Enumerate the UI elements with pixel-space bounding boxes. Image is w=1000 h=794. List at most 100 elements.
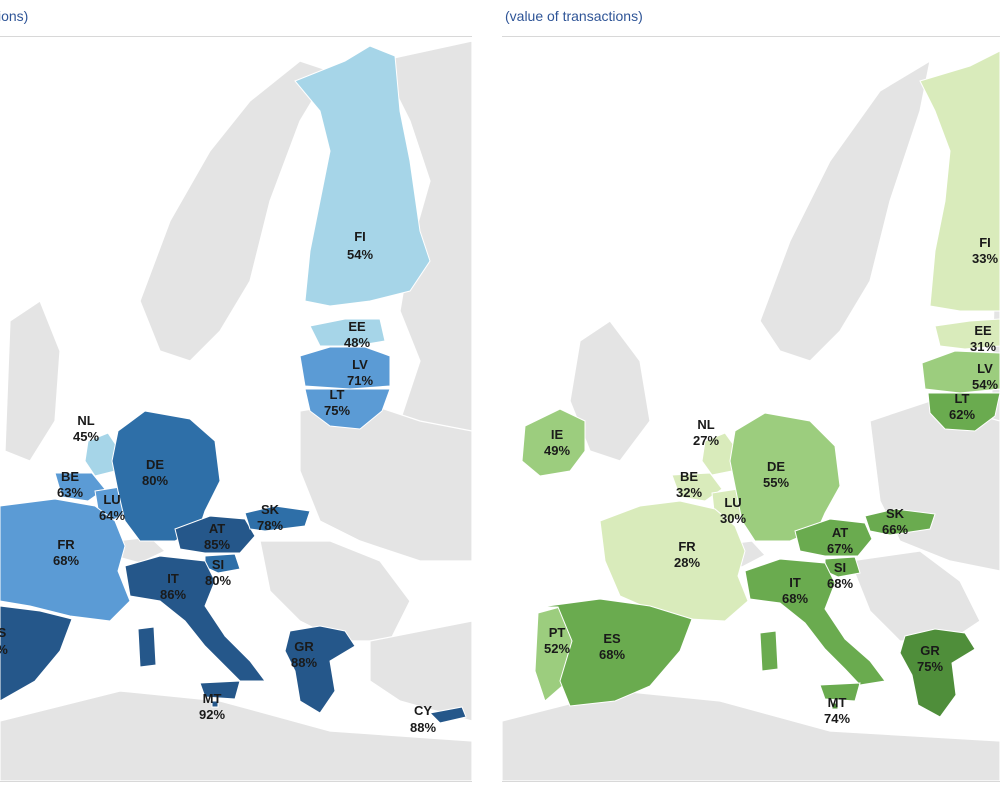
label-nl-code: NL xyxy=(77,413,94,428)
country-es xyxy=(539,598,693,707)
label-nl-code: NL xyxy=(697,417,714,432)
label-mt-value: 92% xyxy=(199,707,225,722)
label-it-value: 68% xyxy=(782,591,808,606)
country-at xyxy=(174,515,256,554)
country-lt xyxy=(927,392,1000,432)
country-at xyxy=(794,518,873,557)
label-it-value: 86% xyxy=(160,587,186,602)
label-gr-value: 88% xyxy=(291,655,317,670)
label-lu-code: LU xyxy=(724,495,741,510)
label-es-value: 68% xyxy=(599,647,625,662)
label-pt-value: 52% xyxy=(544,641,570,656)
label-it-code: IT xyxy=(789,575,801,590)
land-eastern-europe xyxy=(299,400,472,562)
land-scandinavia-r xyxy=(759,59,931,362)
label-lv-code: LV xyxy=(977,361,993,376)
label-fi-code: FI xyxy=(979,235,991,250)
label-nl-value: 45% xyxy=(73,429,99,444)
label-ie-value: 49% xyxy=(544,443,570,458)
country-lv xyxy=(921,350,1000,394)
label-gr-code: GR xyxy=(294,639,314,654)
label-gr-value: 75% xyxy=(917,659,943,674)
label-fr-value: 28% xyxy=(674,555,700,570)
land-north-africa-r xyxy=(502,690,1000,781)
country-gr xyxy=(899,628,976,718)
label-de-code: DE xyxy=(146,457,164,472)
country-mt xyxy=(831,702,839,710)
label-fi-value: 33% xyxy=(972,251,998,266)
left-panel-title: ions) xyxy=(0,8,29,24)
label-lv-value: 54% xyxy=(972,377,998,392)
country-it-sardinia xyxy=(137,626,157,668)
label-es-partial-code: S xyxy=(0,625,7,640)
right-map: FI 33% EE 31% LV 54% LT 62% NL 27% IE 49… xyxy=(502,36,1000,782)
label-mt-code: MT xyxy=(828,695,847,710)
label-ee-value: 48% xyxy=(344,335,370,350)
label-lt-code: LT xyxy=(330,387,345,402)
country-fi xyxy=(294,45,431,307)
label-lv-code: LV xyxy=(352,357,368,372)
label-mt-value: 74% xyxy=(824,711,850,726)
land-balkans xyxy=(259,540,411,642)
left-countries xyxy=(0,45,467,724)
label-be-code: BE xyxy=(680,469,698,484)
label-sk-value: 66% xyxy=(882,522,908,537)
label-ee-code: EE xyxy=(974,323,992,338)
label-fr-code: FR xyxy=(57,537,75,552)
right-labels: FI 33% EE 31% LV 54% LT 62% NL 27% IE 49… xyxy=(544,235,998,726)
label-it-code: IT xyxy=(167,571,179,586)
country-it-sicily xyxy=(199,680,241,700)
country-es xyxy=(0,605,73,702)
country-ee xyxy=(309,318,386,347)
label-ee-code: EE xyxy=(348,319,366,334)
label-pt-code: PT xyxy=(549,625,566,640)
label-lu-value: 64% xyxy=(99,508,125,523)
country-fr xyxy=(0,498,131,622)
left-labels: FI 54% EE 48% LV 71% LT 75% NL 45% BE 63… xyxy=(0,229,436,735)
country-it xyxy=(124,555,266,682)
label-de-code: DE xyxy=(767,459,785,474)
label-nl-value: 27% xyxy=(693,433,719,448)
label-at-value: 85% xyxy=(204,537,230,552)
country-lv xyxy=(299,346,391,390)
label-lv-value: 71% xyxy=(347,373,373,388)
country-it-sardinia xyxy=(759,630,779,672)
label-lt-value: 62% xyxy=(949,407,975,422)
label-si-code: SI xyxy=(212,557,224,572)
country-fr xyxy=(599,500,749,622)
label-fi-code: FI xyxy=(354,229,366,244)
label-sk-value: 78% xyxy=(257,518,283,533)
label-lu-value: 30% xyxy=(720,511,746,526)
label-fr-code: FR xyxy=(678,539,696,554)
label-de-value: 80% xyxy=(142,473,168,488)
land-scandinavia xyxy=(139,60,331,362)
land-turkey xyxy=(369,620,472,722)
country-gr xyxy=(284,625,356,714)
label-sk-code: SK xyxy=(261,502,280,517)
country-fi xyxy=(919,50,1000,312)
land-north-africa xyxy=(0,690,472,781)
label-at-value: 67% xyxy=(827,541,853,556)
country-lt xyxy=(304,388,391,430)
left-map-svg: FI 54% EE 48% LV 71% LT 75% NL 45% BE 63… xyxy=(0,40,472,781)
country-it-sicily xyxy=(819,682,861,702)
land-uk-r xyxy=(569,320,651,462)
label-at-code: AT xyxy=(832,525,848,540)
label-ie-code: IE xyxy=(551,427,564,442)
label-gr-code: GR xyxy=(920,643,940,658)
label-at-code: AT xyxy=(209,521,225,536)
land-uk xyxy=(4,300,61,462)
country-cy xyxy=(428,706,467,724)
label-lu-code: LU xyxy=(103,492,120,507)
label-mt-code: MT xyxy=(203,691,222,706)
label-cy-value: 88% xyxy=(410,720,436,735)
label-sk-code: SK xyxy=(886,506,905,521)
right-countries xyxy=(521,50,1000,718)
label-fi-value: 54% xyxy=(347,247,373,262)
country-it xyxy=(744,558,886,686)
label-be-value: 63% xyxy=(57,485,83,500)
label-si-value: 80% xyxy=(205,573,231,588)
label-fr-value: 68% xyxy=(53,553,79,568)
right-map-svg: FI 33% EE 31% LV 54% LT 62% NL 27% IE 49… xyxy=(502,40,1000,781)
country-sk xyxy=(244,505,311,532)
